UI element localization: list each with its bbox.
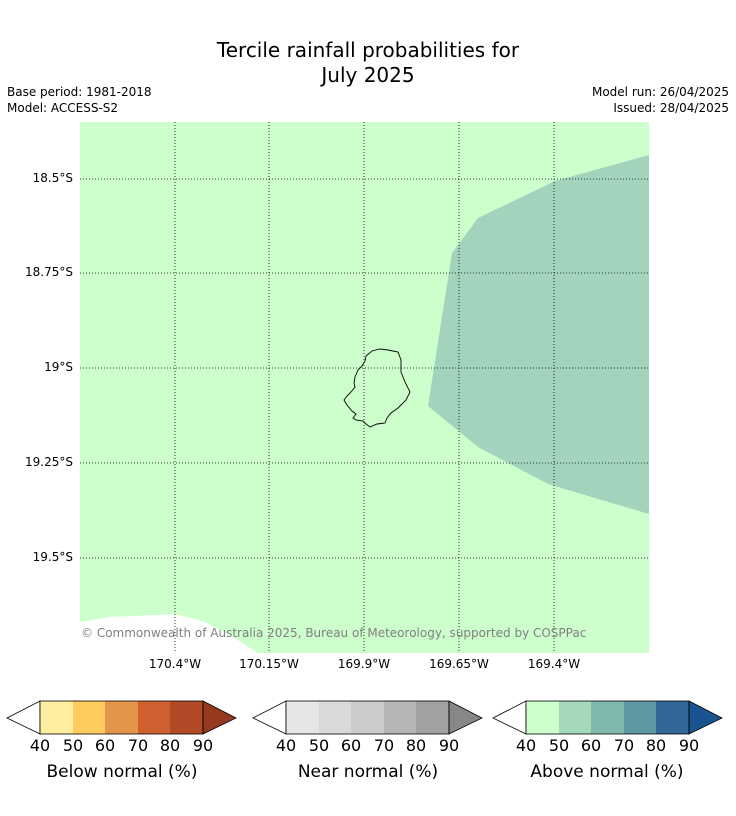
region-above-normal-50-60	[428, 155, 649, 514]
cb-near-tick-60: 60	[340, 736, 362, 755]
meta-left: Base period: 1981-2018 Model: ACCESS-S2	[7, 84, 152, 116]
cb-below-tick-90: 90	[192, 736, 214, 755]
colorbar-below-swatch-50-60	[73, 701, 105, 734]
cb-near-tick-50: 50	[308, 736, 330, 755]
colorbar-above-swatch-40-50	[526, 701, 559, 734]
region-no-data	[80, 614, 258, 653]
map-title: Tercile rainfall probabilities for July …	[0, 38, 736, 88]
lat-label-19-25: 19.25°S	[25, 455, 73, 469]
cb-above-tick-70: 70	[613, 736, 635, 755]
colorbar-above-swatch-60-70	[591, 701, 624, 734]
colorbar-near-swatch-50-60	[319, 701, 351, 734]
cb-above-tick-50: 50	[548, 736, 570, 755]
lon-label-170-4: 170.4°W	[148, 657, 202, 671]
title-line-2: July 2025	[321, 63, 415, 87]
model-name: Model: ACCESS-S2	[7, 101, 119, 115]
colorbar-above-swatch-80-90	[656, 701, 689, 734]
cb-above-tick-80: 80	[645, 736, 667, 755]
colorbar-above-normal	[492, 700, 723, 735]
colorbar-near-lower-extension	[252, 700, 287, 735]
issued-date: Issued: 28/04/2025	[613, 101, 729, 115]
colorbar-near-frame	[285, 700, 450, 735]
cb-above-tick-60: 60	[580, 736, 602, 755]
cb-below-tick-60: 60	[94, 736, 116, 755]
colorbar-below-frame	[39, 700, 204, 735]
colorbar-above-frame	[525, 700, 690, 735]
colorbar-below-lower-extension	[6, 700, 41, 735]
colorbar-near-swatch-40-50	[286, 701, 319, 734]
meta-right: Model run: 26/04/2025 Issued: 28/04/2025	[592, 84, 729, 116]
cb-below-tick-40: 40	[29, 736, 51, 755]
colorbar-near-swatch-60-70	[351, 701, 384, 734]
lon-label-169-4: 169.4°W	[527, 657, 581, 671]
cb-below-tick-70: 70	[127, 736, 149, 755]
cb-below-tick-80: 80	[159, 736, 181, 755]
gridlines	[80, 122, 649, 653]
colorbar-below-upper-extension	[202, 700, 237, 735]
cb-near-label: Near normal (%)	[297, 762, 439, 782]
colorbar-near-upper-extension	[448, 700, 483, 735]
colorbar-near-swatch-70-80	[384, 701, 416, 734]
base-period: Base period: 1981-2018	[7, 85, 152, 99]
cb-above-tick-40: 40	[515, 736, 537, 755]
copyright-notice: © Commonwealth of Australia 2025, Bureau…	[81, 626, 587, 640]
colorbar-below-swatch-70-80	[138, 701, 170, 734]
cb-near-tick-80: 80	[405, 736, 427, 755]
cb-near-tick-90: 90	[438, 736, 460, 755]
colorbar-near-normal	[252, 700, 483, 735]
colorbar-below-swatch-60-70	[105, 701, 138, 734]
lon-label-169-65: 169.65°W	[429, 657, 489, 671]
map-panel	[80, 122, 649, 653]
cb-near-tick-40: 40	[275, 736, 297, 755]
colorbar-above-lower-extension	[492, 700, 527, 735]
cb-below-tick-50: 50	[62, 736, 84, 755]
lat-label-18-5: 18.5°S	[32, 171, 73, 185]
lat-label-18-75: 18.75°S	[25, 265, 73, 279]
colorbar-above-swatch-50-60	[559, 701, 591, 734]
cb-below-label: Below normal (%)	[46, 762, 198, 782]
lon-label-170-15: 170.15°W	[239, 657, 299, 671]
lat-label-19: 19°S	[44, 360, 73, 374]
lon-label-169-9: 169.9°W	[337, 657, 391, 671]
colorbar-above-swatch-70-80	[624, 701, 656, 734]
colorbar-below-swatch-80-90	[170, 701, 203, 734]
colorbar-near-swatch-80-90	[416, 701, 449, 734]
island-coastline	[343, 348, 411, 428]
cb-above-label: Above normal (%)	[530, 762, 684, 782]
colorbar-above-upper-extension	[688, 700, 723, 735]
model-run: Model run: 26/04/2025	[591, 85, 729, 99]
cb-near-tick-70: 70	[373, 736, 395, 755]
colorbar-below-normal	[6, 700, 237, 735]
cb-above-tick-90: 90	[678, 736, 700, 755]
title-line-1: Tercile rainfall probabilities for	[216, 38, 520, 62]
lat-label-19-5: 19.5°S	[32, 550, 73, 564]
colorbar-below-swatch-40-50	[40, 701, 73, 734]
